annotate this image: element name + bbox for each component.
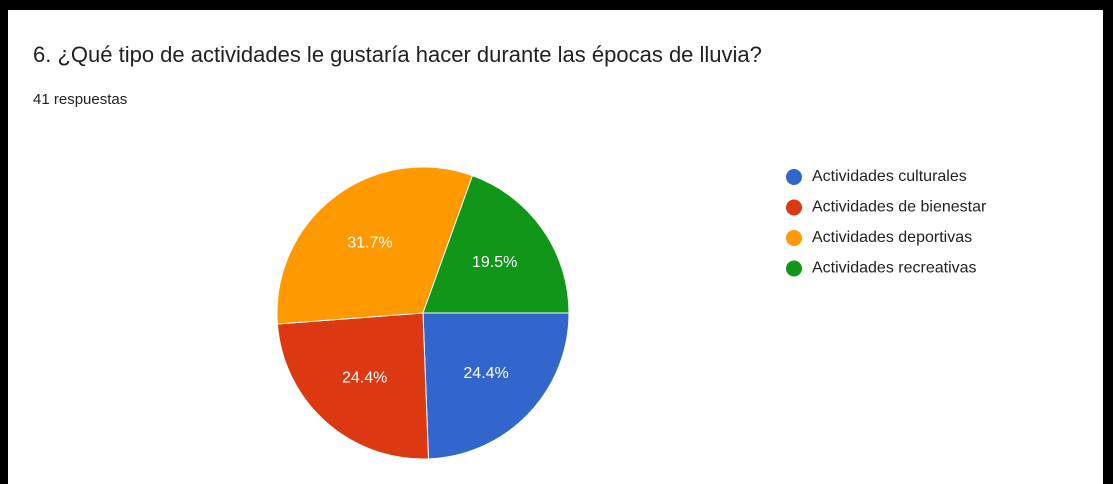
pie-slice	[276, 312, 430, 460]
slice-label: 24.4%	[463, 365, 508, 382]
legend-label: Actividades culturales	[812, 168, 967, 185]
slice-label: 19.5%	[472, 254, 517, 271]
pie-slice	[422, 174, 570, 314]
card	[8, 10, 1103, 484]
legend-label: Actividades recreativas	[812, 260, 977, 277]
pie-slice	[422, 312, 570, 460]
legend-swatch	[786, 230, 802, 246]
pie-slice	[276, 166, 474, 325]
legend-swatch	[786, 199, 802, 216]
legend-swatch	[786, 260, 802, 277]
response-count: 41 respuestas	[33, 91, 127, 108]
chart-title: 6. ¿Qué tipo de actividades le gustaría …	[33, 42, 762, 67]
slice-label: 31.7%	[347, 234, 392, 251]
legend-label: Actividades de bienestar	[812, 199, 987, 216]
legend-label: Actividades deportivas	[812, 229, 972, 246]
legend-swatch	[786, 169, 802, 185]
slice-label: 24.4%	[342, 370, 387, 387]
